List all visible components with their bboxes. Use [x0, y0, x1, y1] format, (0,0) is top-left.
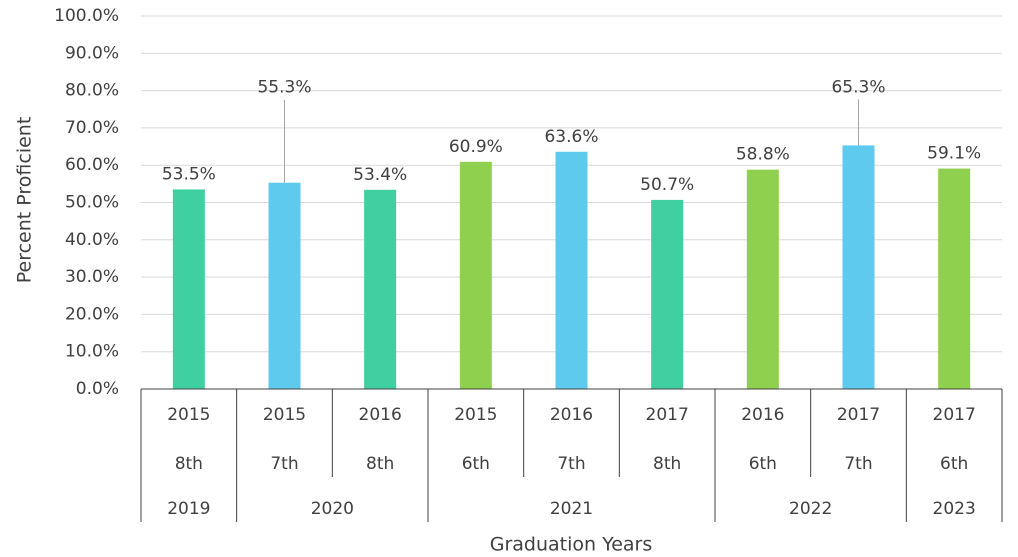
bar: [268, 182, 301, 389]
graduation-year-label: 2022: [789, 499, 832, 519]
y-tick-label: 50.0%: [65, 193, 119, 213]
x-tick-label: 2015: [263, 405, 306, 425]
bar: [746, 169, 779, 389]
data-label: 53.5%: [162, 164, 216, 184]
x-tick-label: 2017: [646, 405, 689, 425]
grade-label: 6th: [749, 454, 777, 474]
data-label: 55.3%: [257, 78, 311, 98]
y-tick-label: 30.0%: [65, 267, 119, 287]
data-label: 63.6%: [544, 127, 598, 147]
grade-label: 7th: [270, 454, 298, 474]
data-label: 50.7%: [640, 175, 694, 195]
y-tick-label: 0.0%: [76, 379, 119, 399]
y-tick-label: 70.0%: [65, 118, 119, 138]
bar: [172, 189, 205, 389]
bar: [842, 145, 875, 389]
y-tick-label: 60.0%: [65, 155, 119, 175]
data-label: 59.1%: [927, 144, 981, 164]
bar: [459, 161, 492, 389]
y-tick-label: 10.0%: [65, 342, 119, 362]
graduation-year-label: 2019: [167, 499, 210, 519]
x-tick-label: 2015: [454, 405, 497, 425]
data-label: 65.3%: [831, 77, 885, 97]
bar: [364, 189, 397, 389]
y-tick-label: 100.0%: [54, 6, 119, 26]
grade-label: 8th: [175, 454, 203, 474]
y-tick-label: 40.0%: [65, 230, 119, 250]
x-tick-label: 2016: [550, 405, 593, 425]
grade-label: 8th: [366, 454, 394, 474]
y-axis-title: Percent Proficient: [14, 117, 36, 284]
x-tick-label: 2016: [359, 405, 402, 425]
data-label: 60.9%: [449, 137, 503, 157]
y-tick-label: 80.0%: [65, 81, 119, 101]
data-label: 58.8%: [736, 145, 790, 165]
data-label: 53.4%: [353, 165, 407, 185]
x-tick-label: 2017: [837, 405, 880, 425]
grade-label: 7th: [557, 454, 585, 474]
graduation-year-label: 2020: [311, 499, 354, 519]
grade-label: 6th: [462, 454, 490, 474]
x-tick-label: 2016: [741, 405, 784, 425]
x-tick-label: 2015: [167, 405, 210, 425]
graduation-year-label: 2023: [933, 499, 976, 519]
graduation-year-label: 2021: [550, 499, 593, 519]
grade-label: 6th: [940, 454, 968, 474]
x-axis-title: Graduation Years: [490, 534, 652, 556]
y-tick-label: 90.0%: [65, 43, 119, 63]
x-tick-label: 2017: [933, 405, 976, 425]
bar: [938, 168, 971, 389]
grade-label: 7th: [844, 454, 872, 474]
bar: [651, 199, 684, 389]
grade-label: 8th: [653, 454, 681, 474]
y-tick-label: 20.0%: [65, 304, 119, 324]
bar: [555, 151, 588, 389]
